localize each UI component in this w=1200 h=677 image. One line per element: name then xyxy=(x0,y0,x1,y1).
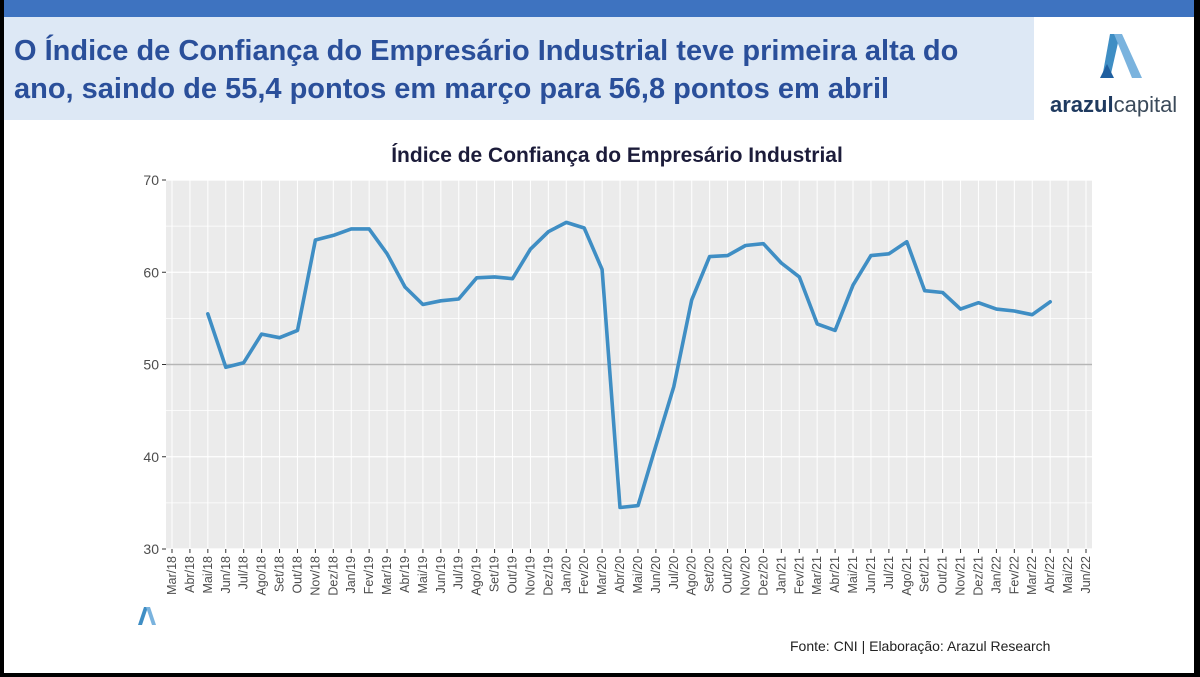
x-tick-label: Mar/21 xyxy=(810,556,824,595)
x-tick-label: Jul/20 xyxy=(667,556,681,589)
x-tick-label: Jan/21 xyxy=(774,556,788,594)
x-tick-label: Mai/22 xyxy=(1061,556,1075,594)
x-tick-label: Abr/18 xyxy=(183,556,197,593)
x-tick-label: Set/18 xyxy=(273,556,287,592)
x-tick-label: Fev/19 xyxy=(362,556,376,594)
headline: O Índice de Confiança do Empresário Indu… xyxy=(14,35,959,105)
y-tick-label: 30 xyxy=(143,541,159,557)
x-tick-label: Mar/19 xyxy=(380,556,394,595)
top-accent-bar xyxy=(4,0,1194,17)
x-tick-label: Nov/21 xyxy=(954,556,968,596)
x-tick-label: Ago/20 xyxy=(685,556,699,596)
x-tick-label: Out/21 xyxy=(936,556,950,594)
x-tick-label: Mai/21 xyxy=(846,556,860,594)
x-tick-label: Dez/20 xyxy=(756,556,770,596)
y-tick-label: 70 xyxy=(143,172,159,188)
x-tick-label: Jun/19 xyxy=(434,556,448,594)
x-tick-label: Ago/18 xyxy=(255,556,269,596)
x-tick-label: Fev/20 xyxy=(577,556,591,594)
logo-word-bold: arazul xyxy=(1050,92,1114,117)
x-tick-label: Jan/19 xyxy=(344,556,358,594)
x-tick-label: Abr/20 xyxy=(613,556,627,593)
x-tick-label: Ago/19 xyxy=(470,556,484,596)
logo-word-light: capital xyxy=(1113,92,1178,117)
x-tick-label: Jan/20 xyxy=(559,556,573,594)
x-tick-label: Mar/18 xyxy=(165,556,179,595)
x-tick-label: Mar/22 xyxy=(1025,556,1039,595)
x-tick-label: Dez/21 xyxy=(971,556,985,596)
x-tick-label: Dez/19 xyxy=(541,556,555,596)
x-tick-label: Jul/18 xyxy=(237,556,251,589)
line-chart: 30 40 50 60 70 Mar/18 Abr/18 Mai/18 Jun/18 Jul/18… xyxy=(143,144,1093,596)
x-tick-label: Fev/21 xyxy=(792,556,806,594)
x-tick-label: Abr/21 xyxy=(828,556,842,593)
source-note: Fonte: CNI | Elaboração: Arazul Research xyxy=(790,638,1051,654)
x-tick-label: Mai/18 xyxy=(201,556,215,594)
x-tick-label: Jun/18 xyxy=(219,556,233,594)
x-tick-label: Out/20 xyxy=(721,556,735,594)
x-tick-label: Out/19 xyxy=(506,556,520,594)
x-tick-label: Nov/19 xyxy=(523,556,537,596)
x-tick-label: Jun/22 xyxy=(1079,556,1093,594)
x-tick-label: Jun/21 xyxy=(864,556,878,594)
x-tick-label: Mar/20 xyxy=(595,556,609,595)
series-line xyxy=(206,220,1052,510)
x-tick-label: Abr/19 xyxy=(398,556,412,593)
x-tick-label: Fev/22 xyxy=(1007,556,1021,594)
y-tick-label: 50 xyxy=(143,357,159,373)
x-tick-label: Set/19 xyxy=(488,556,502,592)
x-tick-label: Jan/22 xyxy=(989,556,1003,594)
x-tick-label: Nov/20 xyxy=(738,556,752,596)
y-tick-label: 60 xyxy=(143,264,159,280)
x-tick-label: Ago/21 xyxy=(900,556,914,596)
slide: O Índice de Confiança do Empresário Indu… xyxy=(4,0,1194,673)
x-tick-label: Abr/22 xyxy=(1043,556,1057,593)
y-tick-label: 40 xyxy=(143,449,159,465)
x-tick-label: Set/21 xyxy=(918,556,932,592)
chart-title: Índice de Confiança do Empresário Indust… xyxy=(391,144,843,167)
x-tick-label: Set/20 xyxy=(703,556,717,592)
x-tick-label: Out/18 xyxy=(290,556,304,594)
logo-wordmark: arazulcapital xyxy=(1050,92,1177,118)
x-tick-label: Jul/21 xyxy=(882,556,896,589)
header-band xyxy=(4,17,1034,120)
x-tick-label: Nov/18 xyxy=(308,556,322,596)
x-tick-label: Jun/20 xyxy=(649,556,663,594)
x-tick-label: Mai/20 xyxy=(631,556,645,594)
x-tick-label: Dez/18 xyxy=(326,556,340,596)
x-tick-label: Jul/19 xyxy=(452,556,466,589)
x-tick-label: Mai/19 xyxy=(416,556,430,594)
small-logo-icon xyxy=(138,607,156,625)
arazul-logo-mark-icon xyxy=(1100,34,1142,78)
